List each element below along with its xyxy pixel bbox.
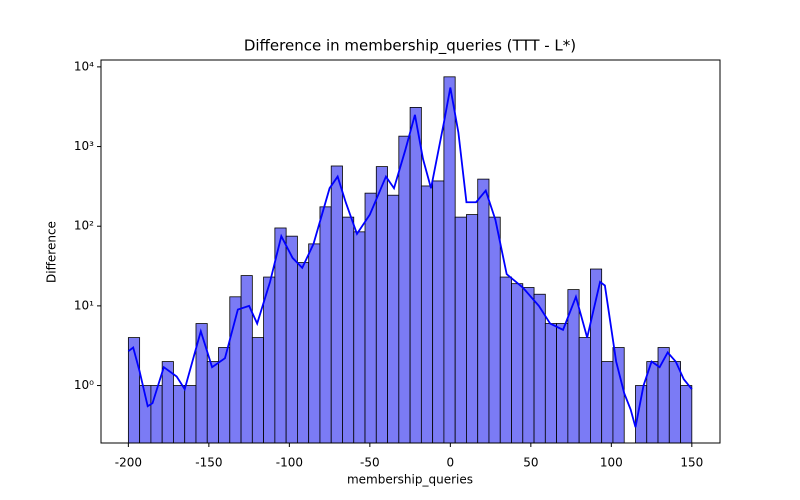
x-tick-label: 0: [447, 456, 455, 470]
kde-line: [127, 87, 693, 428]
bar: [263, 276, 276, 444]
bar: [578, 337, 591, 444]
bar: [657, 347, 670, 444]
bar: [206, 361, 219, 444]
plot-frame: [100, 59, 721, 444]
bar: [330, 165, 343, 444]
y-tick-label: 10³: [74, 139, 94, 153]
bar: [184, 385, 197, 444]
bar: [454, 216, 467, 444]
chart-title: Difference in membership_queries (TTT - …: [244, 37, 576, 56]
bar: [432, 180, 445, 444]
bar: [590, 268, 603, 444]
y-tick-label: 10²: [74, 219, 94, 233]
y-tick-label: 10⁰: [74, 378, 94, 392]
bar: [398, 135, 411, 444]
x-tick-label: 50: [523, 456, 538, 470]
bar: [443, 76, 456, 444]
bar: [556, 323, 569, 444]
x-tick-label: -50: [360, 456, 380, 470]
bar: [150, 385, 163, 444]
x-tick-label: 150: [680, 456, 703, 470]
bar: [488, 216, 501, 444]
x-axis-label: membership_queries: [347, 473, 473, 487]
bar: [375, 166, 388, 444]
x-tick-label: 100: [600, 456, 623, 470]
x-tick-label: -200: [115, 456, 142, 470]
bar: [466, 214, 479, 444]
bar: [308, 243, 321, 444]
x-tick-label: -150: [195, 456, 222, 470]
x-tick-label: -100: [276, 456, 303, 470]
bar: [240, 275, 253, 444]
bar: [499, 276, 512, 444]
bar: [680, 385, 693, 444]
bar: [409, 107, 422, 444]
bar: [544, 323, 557, 444]
y-tick-label: 10¹: [74, 298, 94, 312]
bar: [173, 385, 186, 444]
y-axis-label: Difference: [45, 221, 59, 283]
bar: [477, 178, 490, 444]
bar: [353, 231, 366, 444]
bar: [364, 192, 377, 444]
bar: [646, 361, 659, 444]
y-tick-label: 10⁴: [74, 59, 94, 73]
bar: [522, 287, 535, 444]
bar: [297, 262, 310, 444]
bar: [274, 227, 287, 444]
bar: [601, 361, 614, 444]
bar: [668, 361, 681, 444]
bar: [251, 337, 264, 444]
bar: [342, 216, 355, 444]
bar: [319, 206, 332, 444]
bar: [533, 293, 546, 444]
bar: [387, 194, 400, 444]
bar: [285, 235, 298, 444]
bar: [612, 347, 625, 444]
bar: [511, 283, 524, 444]
bar: [420, 185, 434, 444]
